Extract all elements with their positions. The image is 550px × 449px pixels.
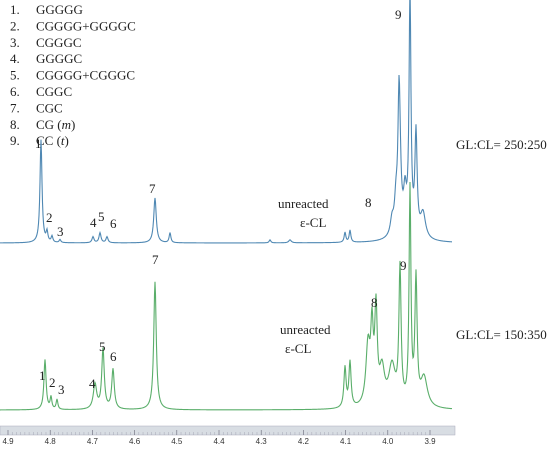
peak-label: 1 — [35, 136, 42, 151]
peak-label: 8 — [371, 295, 378, 310]
tick-label: 4.7 — [87, 437, 99, 446]
peak-label: 1 — [39, 368, 46, 383]
legend-text: CGGC — [36, 84, 72, 99]
legend-text: GGGGC — [36, 51, 82, 66]
legend-number: 1. — [10, 2, 20, 17]
legend-number: 3. — [10, 35, 20, 50]
peak-label: 8 — [365, 195, 372, 210]
legend-text: CGGGG+GGGGC — [36, 18, 136, 33]
legend-text: CGGGG+CGGGC — [36, 68, 135, 83]
legend-text: CGGGG+GGGGC — [36, 18, 136, 33]
legend-italic: m — [62, 117, 71, 132]
legend-text: GGGGG — [36, 2, 83, 17]
legend-text: GGGGC — [36, 51, 82, 66]
tick-label: 4.8 — [45, 437, 57, 446]
peak-label: 6 — [110, 216, 117, 231]
legend-text: CGC — [36, 100, 63, 115]
legend-text: CC (t) — [36, 133, 69, 148]
legend-text: CGC — [36, 100, 63, 115]
peak-label: ε-CL — [300, 215, 326, 230]
peak-label: 2 — [46, 210, 53, 225]
peak-label: 3 — [57, 224, 64, 239]
legend-text: CGGGC — [36, 35, 82, 50]
tick-label: 4.0 — [382, 437, 394, 446]
peak-label: 5 — [99, 339, 106, 354]
peak-label: 9 — [400, 258, 407, 273]
tick-label: 4.2 — [298, 437, 310, 446]
ratio-label: GL:CL= 150:350 — [456, 327, 547, 342]
peak-label: 6 — [110, 349, 117, 364]
peak-label: unreacted — [280, 322, 331, 337]
peak-label: 2 — [49, 375, 56, 390]
tick-label: 4.5 — [171, 437, 183, 446]
peak-label: 4 — [90, 215, 97, 230]
axis: 4.9 4.8 4.7 4.6 4.5 4.4 4.3 4.2 4.1 4.0 3.9 — [2, 430, 436, 446]
tick-label: 3.9 — [424, 437, 436, 446]
legend-after: ) — [65, 133, 69, 148]
legend-number: 5. — [10, 68, 20, 83]
tick-label: 4.1 — [340, 437, 352, 446]
legend-number: 7. — [10, 100, 20, 115]
legend-number: 8. — [10, 117, 20, 132]
peak-label: 7 — [152, 252, 159, 267]
spectra: GL:CL= 250:250 GL:CL= 150:350 — [0, 0, 547, 411]
peak-label: 3 — [58, 382, 65, 397]
legend-number: 6. — [10, 84, 20, 99]
spectrum-line — [0, 0, 453, 244]
tick-label: 4.4 — [213, 437, 225, 446]
legend-text: CG ( — [36, 117, 62, 132]
tick-label: 4.6 — [129, 437, 141, 446]
peak-label: 9 — [395, 7, 402, 22]
peak-label: 4 — [89, 376, 96, 391]
legend: 1. GGGGG 2. CGGGG+GGGGC 3. CGGGC 4. GGGGC 5. CGGG… — [10, 2, 136, 148]
peak-label: unreacted — [278, 196, 329, 211]
legend-text: CG (m) — [36, 117, 75, 132]
legend-text: CGGGC — [36, 35, 82, 50]
tick-label: 4.3 — [256, 437, 268, 446]
peak-label: 7 — [149, 181, 156, 196]
legend-text: CGGGG+CGGGC — [36, 68, 135, 83]
legend-number: 4. — [10, 51, 20, 66]
legend-number: 2. — [10, 18, 20, 33]
legend-text: CGGC — [36, 84, 72, 99]
legend-italic: t — [61, 133, 65, 148]
legend-number: 9. — [10, 133, 20, 148]
legend-after: ) — [71, 117, 75, 132]
legend-text: GGGGG — [36, 2, 83, 17]
legend-text: CC ( — [36, 133, 61, 148]
peak-label: 5 — [98, 209, 105, 224]
spectrum-line — [0, 182, 453, 411]
tick-label: 4.9 — [2, 437, 14, 446]
ratio-label: GL:CL= 250:250 — [456, 137, 547, 152]
peak-label: ε-CL — [285, 341, 311, 356]
